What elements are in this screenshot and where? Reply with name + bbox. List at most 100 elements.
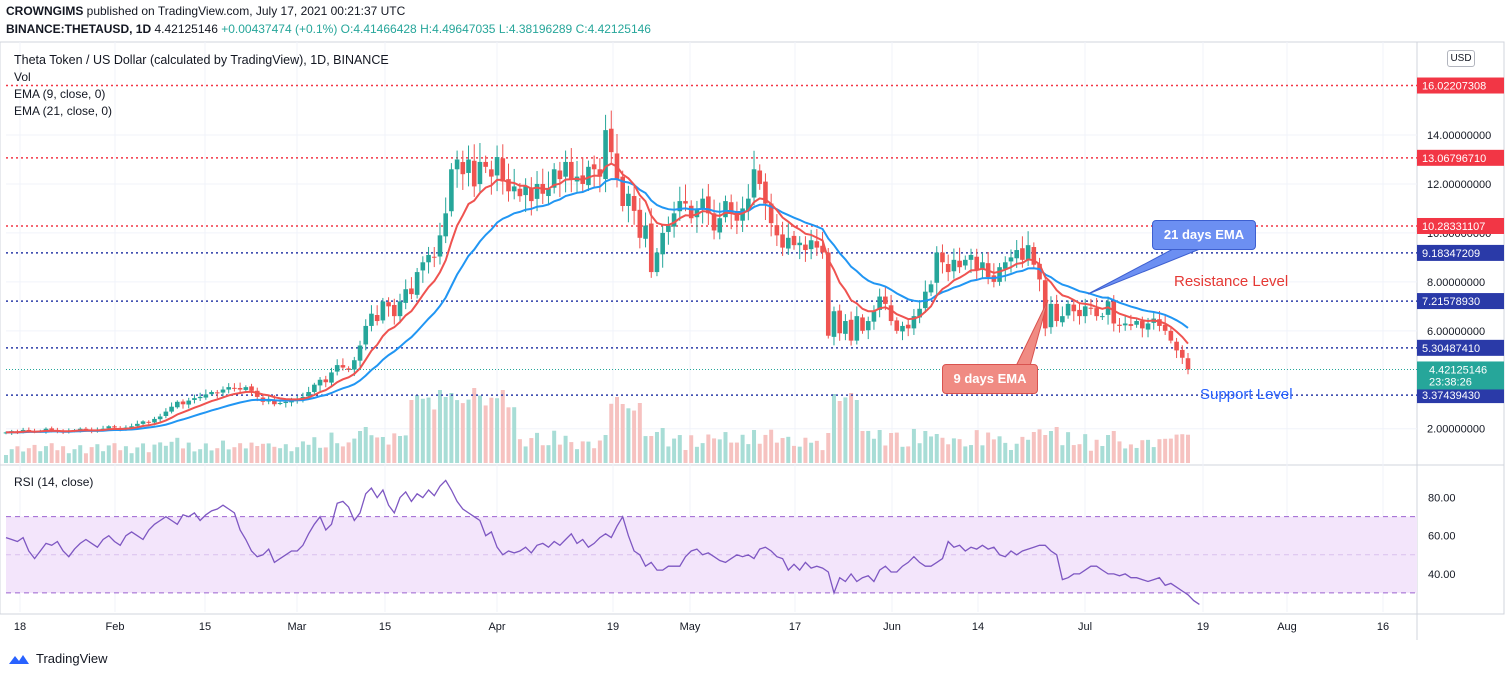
volume-bar [643, 436, 648, 463]
candle-body [49, 428, 54, 430]
x-tick-label: May [680, 621, 701, 633]
volume-bar [300, 441, 305, 463]
volume-bar [620, 404, 625, 463]
volume-bar [831, 394, 836, 463]
publish-line: CROWNGIMS published on TradingView.com, … [6, 4, 405, 18]
candle-body [329, 372, 334, 383]
volume-bar [809, 442, 814, 463]
candle-body [1179, 349, 1185, 358]
level-price-tag [1417, 387, 1504, 404]
candle-body [43, 428, 49, 431]
volume-bar [883, 445, 888, 463]
volume-bar [352, 438, 357, 463]
annotation-ema9: 9 days EMA [942, 364, 1038, 394]
candle-body [1082, 306, 1088, 317]
x-tick-label: Jun [883, 621, 901, 633]
volume-bar [1174, 434, 1179, 463]
volume-bar [854, 400, 859, 463]
volume-bar [118, 450, 123, 463]
candle-body [626, 193, 631, 206]
volume-bar [997, 436, 1002, 463]
volume-bar [1003, 442, 1008, 463]
level-price-tag [1417, 217, 1504, 234]
legend-ema9[interactable]: EMA (9, close, 0) [14, 87, 106, 101]
volume-bar [597, 440, 602, 463]
volume-bar [55, 450, 60, 463]
volume-bar [386, 444, 391, 463]
candle-body [963, 259, 968, 266]
candle-body [1037, 263, 1042, 280]
candle-body [192, 398, 197, 400]
volume-bar [1066, 432, 1071, 463]
candle-body [911, 316, 917, 329]
volume-bar [900, 446, 905, 463]
candle-body [888, 305, 894, 322]
candle-body [272, 399, 277, 405]
candle-body [723, 201, 728, 218]
x-tick-label: Mar [288, 621, 307, 633]
level-price-tag [1417, 293, 1504, 310]
volume-bar [220, 440, 225, 463]
candle-body [494, 157, 500, 176]
level-price-tag [1417, 339, 1504, 356]
volume-bar [951, 438, 956, 463]
candle-body [808, 240, 814, 250]
volume-bar [249, 442, 254, 463]
volume-bar [774, 442, 779, 463]
volume-bar [340, 446, 345, 463]
volume-bar [940, 437, 945, 463]
candle-body [1060, 316, 1065, 323]
volume-bar [66, 453, 71, 463]
legend-ema21[interactable]: EMA (21, close, 0) [14, 104, 113, 118]
low-value: L:4.38196289 [498, 22, 573, 36]
candle-body [848, 319, 854, 341]
volume-bar [380, 437, 385, 463]
volume-bar [917, 443, 922, 463]
level-price-tag [1417, 149, 1504, 166]
volume-bar [1128, 444, 1133, 463]
level-price-label: 3.37439430 [1422, 390, 1480, 402]
volume-bar [472, 388, 477, 463]
candle-body [934, 252, 940, 283]
legend-vol[interactable]: Vol [14, 70, 31, 84]
volume-bar [980, 445, 985, 463]
candle-body [706, 196, 711, 214]
volume-bar [637, 403, 642, 463]
volume-bar [557, 444, 562, 463]
volume-bar [255, 446, 260, 463]
tradingview-brand[interactable]: TradingView [8, 651, 108, 666]
volume-bar [546, 445, 551, 463]
candle-body [785, 237, 791, 249]
currency-button[interactable]: USD [1447, 50, 1475, 67]
candle-body [523, 186, 528, 196]
candle-body [757, 170, 763, 184]
candle-body [1117, 324, 1122, 326]
candle-body [557, 170, 563, 180]
candle-body [563, 161, 568, 177]
volume-bar [135, 447, 140, 463]
volume-bar [672, 438, 677, 463]
volume-bar [346, 442, 351, 463]
legend-rsi[interactable]: RSI (14, close) [14, 475, 94, 489]
volume-bar [198, 449, 203, 463]
candle-body [951, 259, 957, 272]
candle-body [477, 161, 483, 185]
volume-bar [792, 445, 796, 463]
volume-bar [43, 446, 48, 463]
volume-bar [295, 447, 300, 463]
volume-bar [1077, 444, 1082, 463]
candle-body [1145, 323, 1151, 330]
volume-bar [335, 443, 340, 463]
volume-bar [660, 428, 665, 463]
volume-bar [569, 442, 574, 463]
volume-bar [289, 451, 294, 463]
publisher-name[interactable]: CROWNGIMS [6, 4, 84, 18]
volume-bar [797, 446, 802, 463]
volume-bar [123, 446, 128, 463]
candle-body [403, 289, 409, 303]
volume-bar [712, 438, 717, 463]
candle-body [740, 208, 745, 221]
volume-bar [415, 395, 420, 463]
last-price: 4.42125146 [154, 22, 218, 36]
